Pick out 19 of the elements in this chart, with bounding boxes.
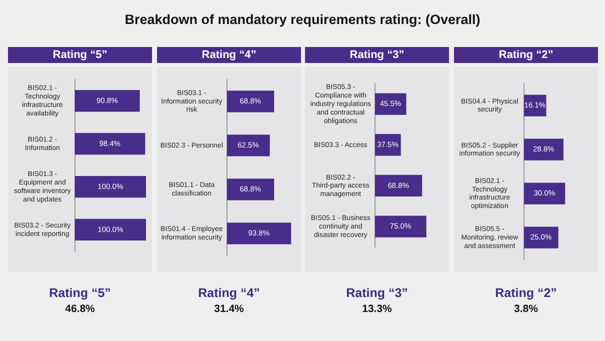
text: 13.3% — [361, 303, 393, 315]
text: Rating “3” — [345, 286, 409, 300]
bar — [375, 216, 426, 238]
chart-title: Rating “5” — [8, 47, 152, 63]
chart-title: Rating “3” — [305, 47, 449, 63]
bar — [375, 93, 406, 115]
text: 31.4% — [213, 303, 245, 315]
bar — [524, 138, 564, 160]
text: 46.8% — [64, 303, 96, 315]
text: Rating “5” — [48, 286, 112, 300]
text: 3.8% — [513, 303, 539, 315]
text: Rating “4” — [197, 286, 261, 300]
chart-title: Rating “2” — [454, 47, 598, 63]
bar — [524, 226, 558, 248]
text: Breakdown of mandatory requirements rating: (Overall) — [124, 12, 482, 27]
bar — [375, 174, 422, 197]
chart-title: Rating “4” — [157, 47, 301, 63]
text: Rating “2” — [494, 286, 558, 300]
bar — [524, 182, 566, 204]
